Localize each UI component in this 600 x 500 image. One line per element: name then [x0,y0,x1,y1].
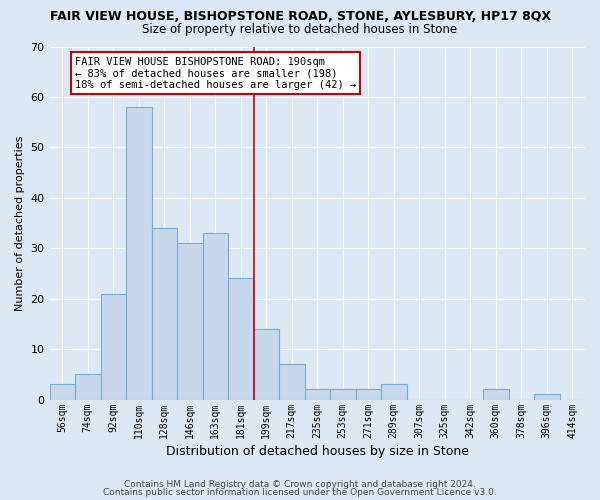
Bar [177,243,203,400]
Bar [483,390,509,400]
Bar [305,390,330,400]
Bar [356,390,381,400]
Bar [330,390,356,400]
Text: Size of property relative to detached houses in Stone: Size of property relative to detached ho… [142,22,458,36]
Bar [381,384,407,400]
Text: FAIR VIEW HOUSE, BISHOPSTONE ROAD, STONE, AYLESBURY, HP17 8QX: FAIR VIEW HOUSE, BISHOPSTONE ROAD, STONE… [49,10,551,23]
Bar [126,107,152,400]
Text: FAIR VIEW HOUSE BISHOPSTONE ROAD: 190sqm
← 83% of detached houses are smaller (1: FAIR VIEW HOUSE BISHOPSTONE ROAD: 190sqm… [75,56,356,90]
Bar [534,394,560,400]
Bar [101,294,126,400]
Bar [75,374,101,400]
Bar [228,278,254,400]
Bar [279,364,305,400]
X-axis label: Distribution of detached houses by size in Stone: Distribution of detached houses by size … [166,444,469,458]
Y-axis label: Number of detached properties: Number of detached properties [15,136,25,310]
Bar [203,233,228,400]
Bar [152,228,177,400]
Bar [254,329,279,400]
Text: Contains public sector information licensed under the Open Government Licence v3: Contains public sector information licen… [103,488,497,497]
Bar [50,384,75,400]
Text: Contains HM Land Registry data © Crown copyright and database right 2024.: Contains HM Land Registry data © Crown c… [124,480,476,489]
